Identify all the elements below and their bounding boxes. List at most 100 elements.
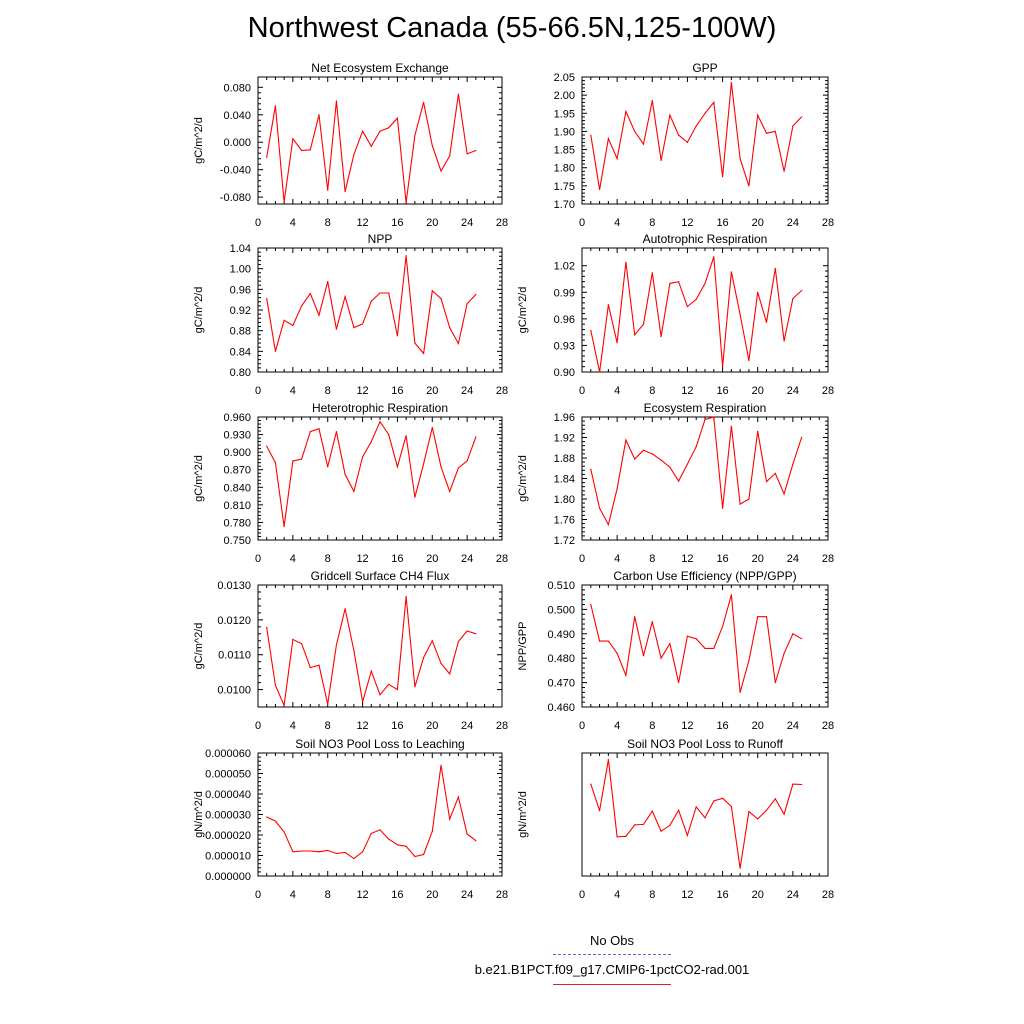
panel-6-data-point bbox=[669, 466, 671, 468]
panel-6-data-point bbox=[801, 436, 803, 439]
panel-1-data-point bbox=[379, 130, 381, 132]
panel-1-data-point bbox=[274, 105, 277, 107]
panel-6-data-point bbox=[634, 458, 636, 460]
panel-7-y-tick-label: 0.0100 bbox=[217, 685, 251, 697]
panel-5-data-point bbox=[309, 431, 311, 433]
panel-4-x-tick-label: 28 bbox=[822, 385, 834, 397]
panel-3-data-point bbox=[353, 326, 355, 329]
panel-10-x-tick-label: 4 bbox=[614, 889, 620, 901]
panel-7-data-point bbox=[475, 633, 477, 635]
panel-8-x-tick-label: 20 bbox=[752, 720, 764, 732]
panel-1-data-point bbox=[344, 191, 346, 193]
panel-5-data-point bbox=[405, 435, 407, 437]
panel-1-data-point bbox=[292, 138, 294, 140]
panel-2-x-tick-label: 0 bbox=[579, 217, 585, 229]
panel-3-data-point bbox=[335, 328, 338, 330]
panel-5-y-tick-label: 0.930 bbox=[223, 430, 251, 442]
panel-8-y-tick-label: 0.480 bbox=[547, 653, 575, 665]
panel-4-frame bbox=[581, 247, 829, 373]
panel-9-x-tick-label: 4 bbox=[290, 889, 296, 901]
panel-2-data-point bbox=[774, 130, 776, 133]
panel-9-data-point bbox=[457, 796, 460, 798]
panel-5-title: Heterotrophic Respiration bbox=[312, 401, 448, 415]
panel-9-y-tick-label: 0.000050 bbox=[205, 769, 251, 781]
panel-4-data-point bbox=[625, 261, 627, 263]
panel-3-y-axis-label: gC/m^2/d bbox=[193, 287, 205, 334]
panel-4-data-point bbox=[651, 272, 653, 274]
panel-6-data-point bbox=[765, 480, 768, 483]
panel-1-data-point bbox=[370, 145, 372, 147]
panel-5-y-axis-label: gC/m^2/d bbox=[193, 455, 205, 502]
panel-1-data-point bbox=[327, 189, 329, 191]
panel-9-x-tick-label: 16 bbox=[391, 889, 403, 901]
panel-9-data-point bbox=[300, 850, 303, 852]
panel-6-y-tick-label: 1.96 bbox=[554, 412, 575, 424]
panel-7-data-point bbox=[414, 686, 416, 688]
panel-9-data-point bbox=[405, 845, 407, 847]
panel-1-y-tick-label: 0.080 bbox=[223, 82, 251, 94]
panel-4-series-line bbox=[590, 256, 802, 373]
panel-5-frame bbox=[257, 416, 503, 541]
panel-8-data-point bbox=[651, 621, 653, 623]
panel-3-data-point bbox=[344, 295, 346, 298]
panel-3-x-tick-label: 16 bbox=[391, 385, 403, 397]
panel-5-x-tick-label: 4 bbox=[290, 553, 296, 565]
panel-6-data-point bbox=[625, 439, 627, 441]
panel-6-y-tick-label: 1.92 bbox=[554, 433, 575, 445]
panel-7-x-tick-label: 20 bbox=[426, 720, 438, 732]
panel-2-x-tick-label: 24 bbox=[787, 217, 799, 229]
panel-3-data-point bbox=[422, 352, 425, 354]
panel-3-x-tick-label: 8 bbox=[325, 385, 331, 397]
panel-3-data-point bbox=[274, 350, 277, 352]
panel-2-y-tick-label: 1.85 bbox=[554, 145, 575, 157]
panel-5-y-tick-label: 0.780 bbox=[223, 517, 251, 529]
panel-1-data-point bbox=[431, 145, 433, 147]
panel-5-data-point bbox=[318, 428, 320, 430]
panel-8-data-point bbox=[678, 682, 680, 684]
panel-7-data-point bbox=[344, 608, 346, 610]
panel-4-data-point bbox=[801, 289, 803, 292]
panel-6-data-point bbox=[730, 425, 732, 427]
panel-1-data-point bbox=[361, 130, 364, 132]
panel-7-data-point bbox=[274, 684, 277, 686]
panel-8-y-tick-label: 0.500 bbox=[547, 604, 575, 616]
panel-4-data-point bbox=[634, 334, 636, 336]
panel-7-frame bbox=[257, 584, 503, 708]
panel-6-data-point bbox=[713, 416, 715, 418]
panel-5-data-point bbox=[449, 490, 451, 492]
panel-4-y-tick-label: 0.93 bbox=[554, 340, 575, 352]
panel-8-data-point bbox=[634, 616, 636, 618]
panel-2-frame bbox=[581, 76, 829, 205]
panel-2-data-point bbox=[695, 125, 697, 127]
panel-3-data-point bbox=[388, 292, 390, 294]
panel-7-x-tick-label: 8 bbox=[325, 720, 331, 732]
panel-3-y-tick-label: 1.04 bbox=[230, 243, 251, 255]
panel-2-y-tick-label: 1.90 bbox=[554, 126, 575, 138]
panel-8-data-point bbox=[748, 660, 750, 662]
panel-4-data-point bbox=[730, 271, 732, 273]
panel-2-data-point bbox=[730, 81, 732, 84]
panel-4-data-point bbox=[642, 323, 645, 325]
panel-8-data-point bbox=[695, 638, 697, 640]
panel-8-x-tick-label: 16 bbox=[716, 720, 728, 732]
panel-10-data-point bbox=[625, 835, 627, 837]
panel-6-y-tick-label: 1.76 bbox=[554, 515, 575, 527]
panel-8-x-tick-label: 0 bbox=[579, 720, 585, 732]
panel-3-x-tick-label: 20 bbox=[426, 385, 438, 397]
panel-1-data-point bbox=[353, 153, 355, 156]
panel-5-y-tick-label: 0.870 bbox=[223, 465, 251, 477]
panel-5-y-tick-label: 0.750 bbox=[223, 535, 251, 547]
panel-7-data-point bbox=[309, 667, 311, 669]
panel-3-x-tick-label: 28 bbox=[496, 385, 508, 397]
legend-label-model-run: b.e21.B1PCT.f09_g17.CMIP6-1pctCO2-rad.00… bbox=[474, 962, 750, 977]
panel-8-data-point bbox=[757, 616, 759, 618]
panel-7-x-tick-label: 28 bbox=[496, 720, 508, 732]
panel-3-data-point bbox=[283, 319, 285, 321]
panel-3-x-tick-label: 4 bbox=[290, 385, 296, 397]
panel-2-data-point bbox=[748, 185, 750, 187]
panel-9-y-tick-label: 0.000060 bbox=[205, 748, 251, 760]
panel-7-data-point bbox=[422, 656, 425, 659]
panel-3-data-point bbox=[379, 292, 381, 294]
panel-2-x-tick-label: 12 bbox=[681, 217, 693, 229]
panel-1-x-tick-label: 28 bbox=[496, 217, 508, 229]
